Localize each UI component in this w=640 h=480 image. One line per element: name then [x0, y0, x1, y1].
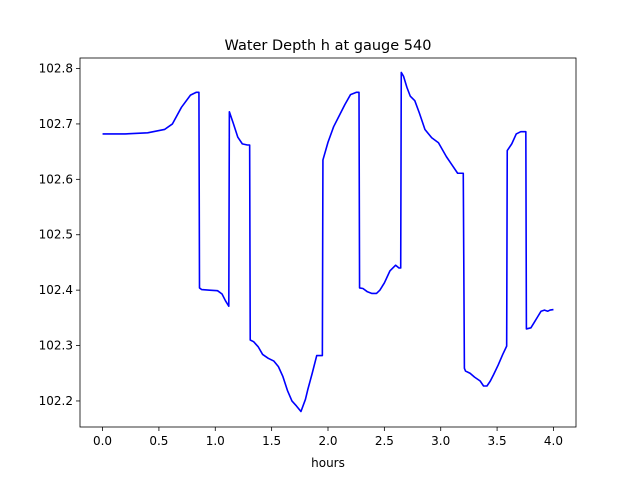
y-tick-label: 102.2 [39, 394, 73, 408]
y-tick-label: 102.7 [39, 117, 73, 131]
x-axis-label: hours [311, 456, 345, 470]
x-axis: 0.0 0.5 1.0 1.5 2.0 2.5 3.0 3.5 4.0 [93, 427, 563, 448]
x-tick-label: 2.0 [318, 434, 337, 448]
x-tick-label: 1.0 [206, 434, 225, 448]
x-tick-label: 3.0 [431, 434, 450, 448]
chart-title: Water Depth h at gauge 540 [225, 38, 432, 54]
y-tick-label: 102.6 [39, 172, 73, 186]
x-tick-label: 0.5 [149, 434, 168, 448]
series-line-0 [102, 71, 554, 413]
y-tick-label: 102.4 [39, 283, 73, 297]
series-layer [102, 71, 554, 413]
x-tick-label: 3.5 [488, 434, 507, 448]
x-tick-label: 4.0 [544, 434, 563, 448]
y-axis: 102.2 102.3 102.4 102.5 102.6 102.7 102.8 [39, 62, 80, 408]
y-tick-label: 102.5 [39, 228, 73, 242]
plot-area [80, 58, 576, 427]
x-tick-label: 2.5 [375, 434, 394, 448]
x-tick-label: 1.5 [262, 434, 281, 448]
y-tick-label: 102.3 [39, 339, 73, 353]
x-tick-label: 0.0 [93, 434, 112, 448]
y-tick-label: 102.8 [39, 62, 73, 76]
